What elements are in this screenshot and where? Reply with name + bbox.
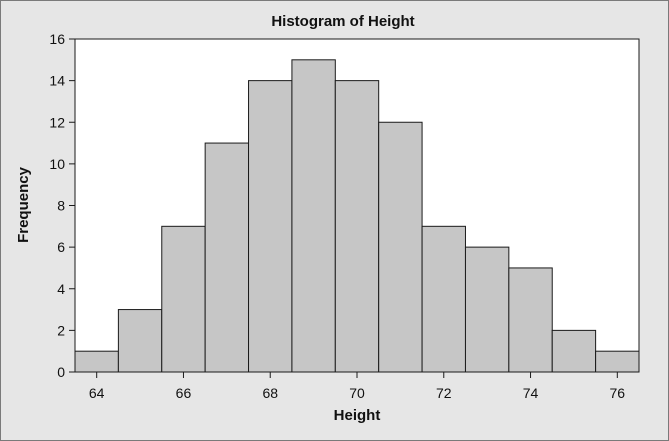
x-axis-label: Height [334, 407, 381, 424]
y-tick-label: 16 [49, 31, 65, 47]
histogram-bar-6 [334, 80, 380, 373]
y-axis-label: Frequency [15, 166, 32, 243]
x-axis: 64 66 68 70 72 74 76 [89, 372, 625, 401]
x-tick-label: 76 [610, 385, 626, 401]
y-tick-label: 14 [49, 73, 65, 89]
histogram-bar-9 [464, 246, 510, 373]
histogram-bar-3 [204, 142, 250, 373]
histogram-bar-4 [248, 80, 293, 373]
x-tick-label: 72 [436, 385, 452, 401]
chart-title: Histogram of Height [271, 13, 414, 30]
y-tick-label: 4 [57, 281, 65, 297]
histogram-bar-10 [508, 267, 553, 373]
y-tick-label: 10 [49, 156, 65, 172]
histogram-bar-7 [378, 121, 423, 373]
histogram-bar-5 [291, 59, 336, 373]
y-tick-label: 2 [57, 322, 65, 338]
y-tick-label: 6 [57, 239, 65, 255]
histogram-bar-11 [551, 329, 597, 373]
x-tick-label: 64 [89, 385, 105, 401]
histogram-bar-2 [161, 225, 206, 373]
y-tick-label: 8 [57, 198, 65, 214]
x-tick-label: 66 [176, 385, 192, 401]
histogram-bar-0 [74, 350, 119, 373]
histogram-bar-1 [117, 309, 163, 373]
x-tick-label: 70 [349, 385, 365, 401]
histogram-bar-8 [421, 225, 466, 373]
x-tick-label: 74 [523, 385, 539, 401]
bars-group [74, 59, 640, 373]
histogram-bar-12 [595, 350, 640, 373]
y-tick-label: 0 [57, 364, 65, 380]
x-tick-label: 68 [262, 385, 278, 401]
y-axis: 0 2 4 6 8 10 12 14 16 [49, 31, 75, 380]
y-tick-label: 12 [49, 114, 65, 130]
